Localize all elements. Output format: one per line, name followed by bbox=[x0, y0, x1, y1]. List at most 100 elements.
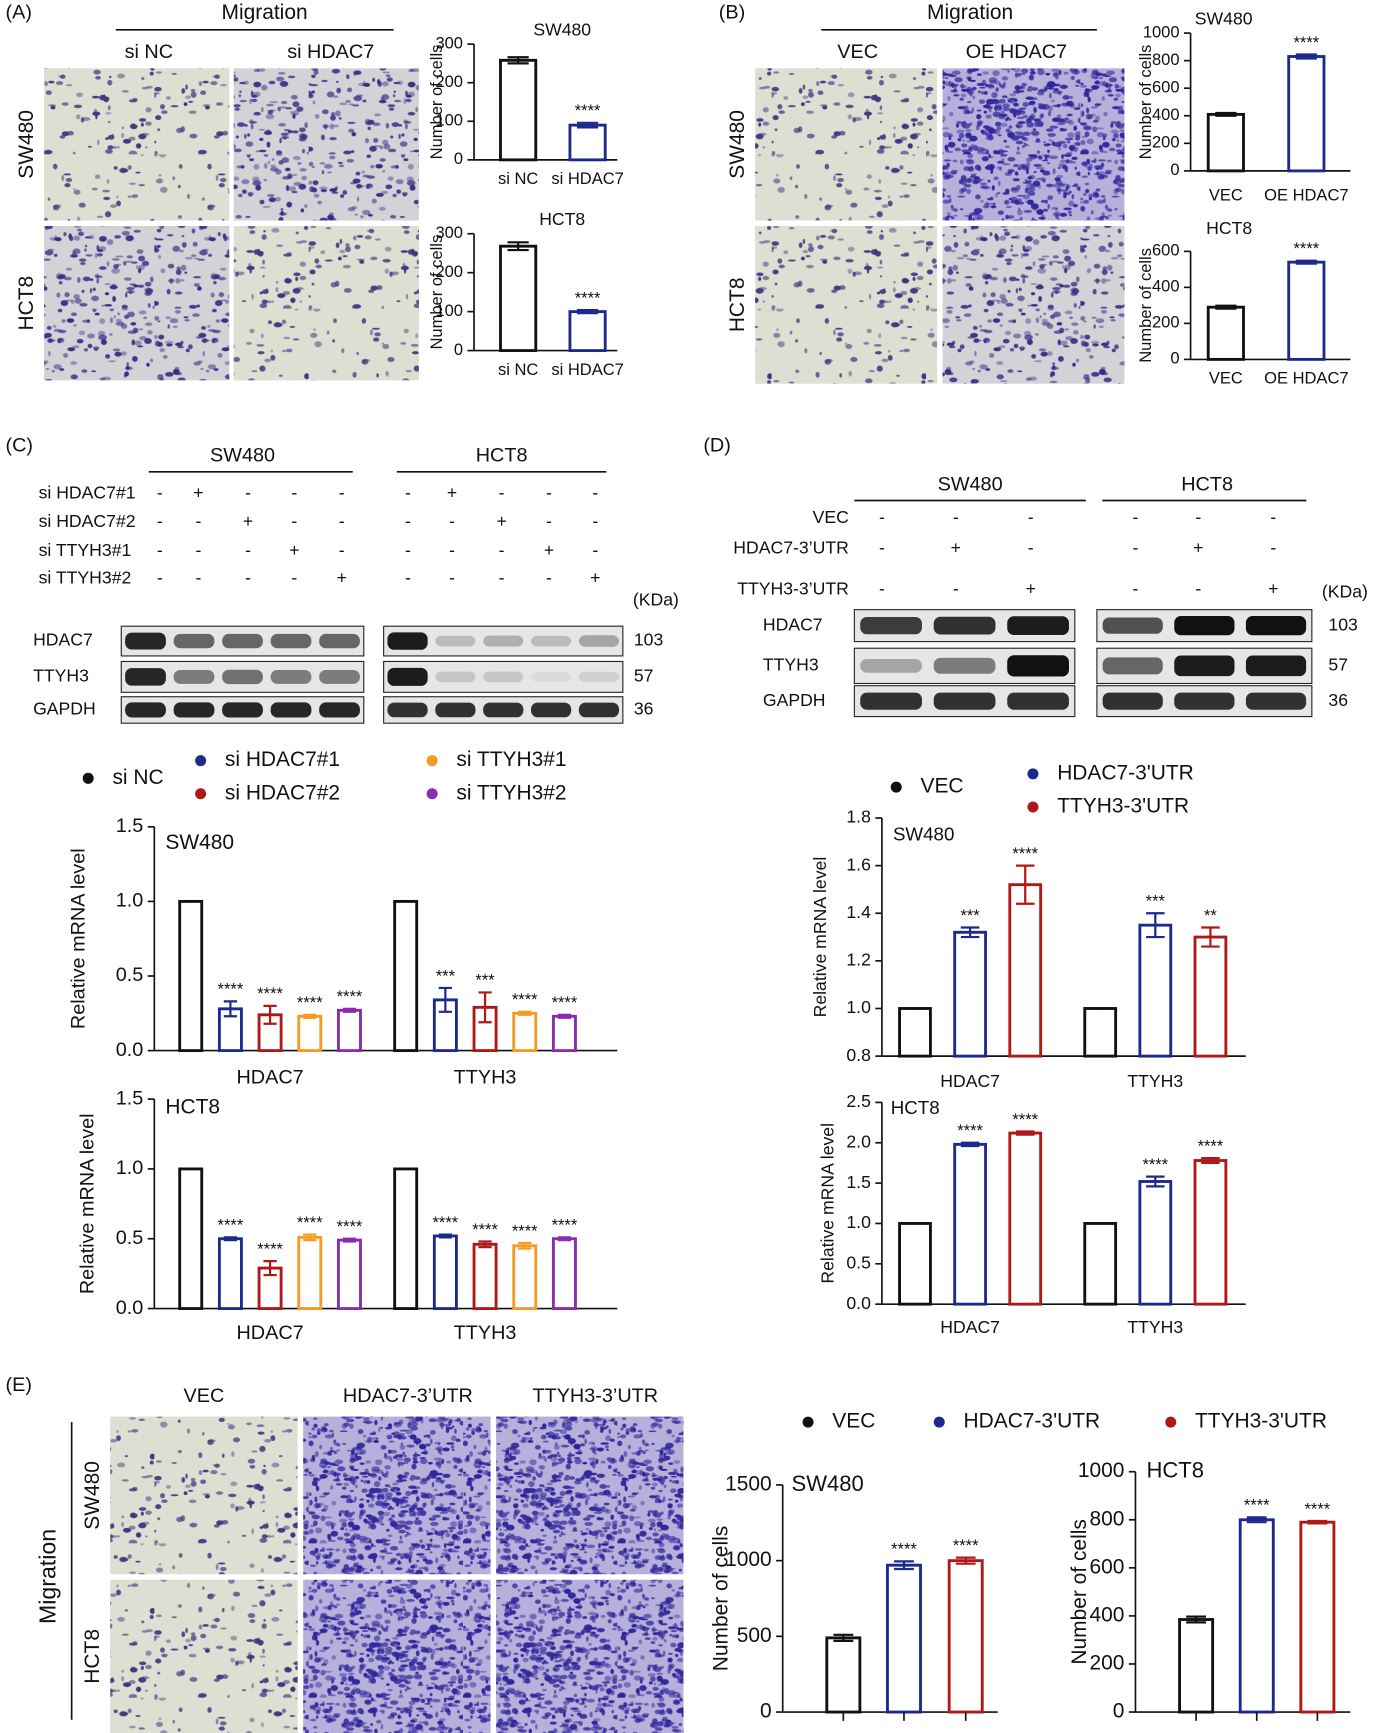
blot-band bbox=[125, 632, 166, 650]
condition-mark: - bbox=[546, 483, 552, 503]
y-tick-label: 0.5 bbox=[116, 1227, 144, 1249]
condition-mark: - bbox=[1270, 507, 1276, 527]
significance: ** bbox=[1204, 906, 1217, 925]
blot-band bbox=[222, 669, 263, 685]
error-bar bbox=[1295, 53, 1317, 60]
column-label: VEC bbox=[837, 41, 878, 63]
bar bbox=[297, 1235, 323, 1310]
significance: *** bbox=[436, 966, 456, 985]
column-label: si HDAC7 bbox=[287, 41, 374, 63]
legend-label: VEC bbox=[921, 775, 964, 798]
bar bbox=[551, 1014, 577, 1053]
unit-label: (KDa) bbox=[1322, 582, 1368, 602]
bar bbox=[953, 1142, 987, 1306]
error-bar bbox=[960, 926, 980, 939]
bar bbox=[337, 1008, 362, 1053]
x-tick-label: HDAC7 bbox=[236, 1066, 303, 1088]
x-tick-label: si HDAC7 bbox=[551, 360, 624, 379]
bar bbox=[1178, 1618, 1215, 1714]
blot-band bbox=[222, 633, 263, 649]
condition-mark: - bbox=[592, 511, 598, 531]
blot-band bbox=[270, 669, 312, 684]
blot-band bbox=[1102, 692, 1163, 710]
column-label: HDAC7-3’UTR bbox=[343, 1385, 473, 1407]
legend-label: si HDAC7#2 bbox=[225, 781, 340, 804]
significance: *** bbox=[1146, 892, 1166, 911]
legend-marker bbox=[1165, 1416, 1177, 1428]
condition-mark: - bbox=[879, 507, 885, 527]
blot-band bbox=[933, 616, 996, 635]
blot-band bbox=[483, 671, 524, 683]
protein-label: TTYH3 bbox=[33, 666, 89, 686]
legend-marker bbox=[1027, 801, 1039, 813]
blot-band bbox=[387, 632, 428, 650]
y-tick-label: 1.5 bbox=[846, 1172, 871, 1192]
legend-label: si TTYH3#1 bbox=[456, 748, 566, 771]
error-bar bbox=[478, 1240, 492, 1249]
row-label: HCT8 bbox=[81, 1629, 104, 1684]
bar bbox=[568, 310, 607, 353]
y-tick-label: 200 bbox=[1152, 133, 1180, 152]
significance: *** bbox=[960, 906, 980, 925]
y-tick-label: 1500 bbox=[725, 1472, 772, 1495]
chart-title: HCT8 bbox=[1206, 218, 1252, 238]
blot-band bbox=[530, 702, 572, 718]
y-tick-label: 200 bbox=[1152, 313, 1180, 332]
cell-line-label: HCT8 bbox=[476, 445, 528, 467]
error-bar bbox=[894, 1560, 914, 1571]
error-bar bbox=[438, 986, 452, 1013]
y-tick-label: 0.0 bbox=[116, 1297, 144, 1319]
blot-band bbox=[1102, 657, 1163, 675]
condition-label: TTYH3-3’UTR bbox=[737, 578, 849, 598]
condition-mark: - bbox=[592, 483, 598, 503]
protein-label: HDAC7 bbox=[763, 614, 823, 634]
condition-mark: - bbox=[195, 511, 201, 531]
blot-band bbox=[1245, 655, 1307, 677]
significance: **** bbox=[1012, 844, 1038, 863]
legend-marker bbox=[426, 788, 438, 800]
column-label: si NC bbox=[125, 41, 173, 63]
panel-label: (C) bbox=[6, 435, 34, 457]
x-tick-label: TTYH3 bbox=[1127, 1317, 1183, 1337]
bar bbox=[1193, 1159, 1228, 1306]
significance: **** bbox=[891, 1540, 917, 1559]
bar bbox=[1083, 1222, 1118, 1306]
significance: **** bbox=[1293, 239, 1319, 258]
significance: **** bbox=[1293, 33, 1319, 52]
y-tick-label: 1.6 bbox=[846, 854, 871, 874]
blot-band bbox=[860, 616, 922, 635]
y-tick-label: 0.5 bbox=[116, 964, 144, 986]
bar bbox=[1138, 1180, 1173, 1306]
condition-mark: - bbox=[157, 511, 163, 531]
micrograph bbox=[496, 1416, 684, 1575]
condition-mark: - bbox=[449, 540, 455, 560]
bar bbox=[472, 1242, 498, 1310]
panel-label: (E) bbox=[6, 1374, 32, 1396]
y-tick-label: 100 bbox=[435, 111, 463, 130]
error-bar bbox=[518, 1010, 532, 1016]
y-axis-label: Number of cells bbox=[427, 45, 446, 160]
significance: **** bbox=[552, 993, 578, 1012]
y-axis-label: Relative mRNA level bbox=[810, 857, 830, 1018]
significance: **** bbox=[472, 1220, 498, 1239]
bar bbox=[337, 1238, 362, 1310]
bar bbox=[898, 1007, 932, 1058]
error-bar bbox=[303, 1013, 317, 1019]
legend-marker bbox=[82, 772, 94, 784]
condition-mark: + bbox=[544, 540, 554, 560]
legend-label: si TTYH3#2 bbox=[456, 781, 566, 804]
error-bar bbox=[342, 1237, 357, 1243]
significance: **** bbox=[297, 1213, 323, 1232]
condition-mark: - bbox=[1195, 507, 1201, 527]
blot-band bbox=[387, 667, 428, 686]
row-label: SW480 bbox=[726, 110, 749, 179]
y-tick-label: 800 bbox=[1152, 50, 1180, 69]
bar bbox=[1206, 112, 1245, 173]
bar bbox=[1206, 305, 1245, 361]
kda-label: 36 bbox=[1328, 690, 1348, 710]
y-tick-label: 400 bbox=[1152, 277, 1180, 296]
blot-band bbox=[270, 633, 312, 649]
y-axis-label: Number of cells bbox=[1136, 248, 1155, 363]
y-tick-label: 0.8 bbox=[846, 1045, 871, 1065]
blot-band bbox=[1007, 655, 1069, 677]
